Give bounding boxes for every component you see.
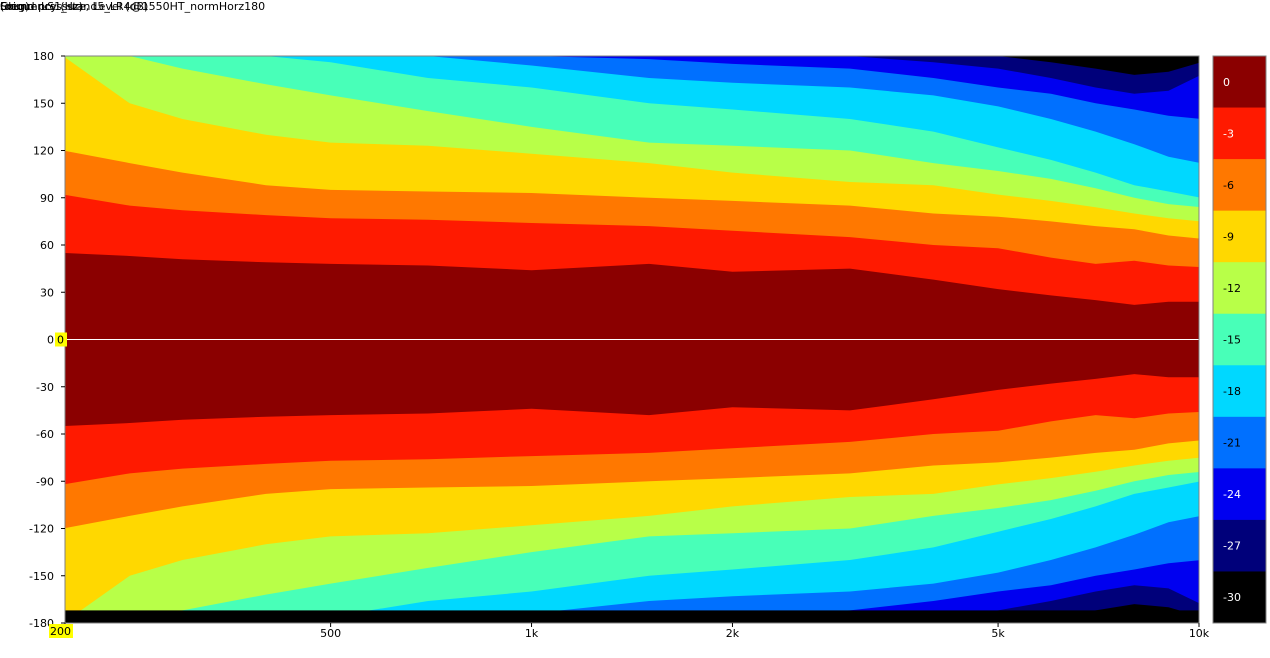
x-cursor-marker	[49, 624, 73, 638]
colorbar-swatch	[1213, 365, 1266, 418]
y-tick-label: 0	[47, 334, 54, 347]
y-tick-label: 30	[40, 286, 54, 299]
colorbar-swatch	[1213, 107, 1266, 160]
y-cursor-marker	[55, 332, 67, 347]
colorbar-level-label: 0	[1223, 76, 1230, 89]
x-cursor-label: 200	[50, 625, 71, 638]
contour-map	[65, 56, 1199, 623]
colorbar-level-label: -27	[1223, 540, 1241, 553]
colorbar-swatch	[1213, 571, 1266, 624]
colorbar-swatch	[1213, 519, 1266, 572]
colorbar: 0 -3 -6 -9 -12 -15 -18 -21 -24 -27 -30	[1212, 55, 1267, 624]
colorbar-swatch	[1213, 159, 1266, 212]
colorbar-label: Sound pressure, Level (dB)	[0, 0, 149, 13]
chart-title: Grimm LS1_stand5_LR4@1550HT_normHorz180	[0, 0, 266, 13]
y-tick-label: 150	[33, 97, 54, 110]
x-axis-label: Frequency (Hz)	[0, 0, 83, 13]
colorbar-level-label: -21	[1223, 437, 1241, 450]
colorbar-swatch	[1213, 210, 1266, 263]
colorbar-swatch	[1213, 468, 1266, 521]
x-tick-label: 1k	[525, 627, 539, 640]
colorbar-level-label: -9	[1223, 230, 1234, 243]
y-tick-label: 90	[40, 192, 54, 205]
colorbar-level-label: -24	[1223, 488, 1241, 501]
y-tick-label: -180	[29, 617, 54, 630]
y-tick-label: 60	[40, 239, 54, 252]
colorbar-level-label: -6	[1223, 179, 1234, 192]
colorbar-frame	[1212, 55, 1267, 624]
y-tick-label: 120	[33, 145, 54, 158]
y-tick-label: 180	[33, 50, 54, 63]
bottom-edge-band	[65, 610, 1199, 623]
y-cursor-label: 0	[57, 334, 64, 347]
colorbar-swatch	[1213, 262, 1266, 315]
y-tick-label: -30	[36, 381, 54, 394]
y-axis-label: (deg)	[0, 0, 30, 13]
x-tick-label: 5k	[991, 627, 1005, 640]
y-tick-label: -60	[36, 428, 54, 441]
colorbar-level-label: -15	[1223, 334, 1241, 347]
colorbar-level-label: -12	[1223, 282, 1241, 295]
y-tick-label: -120	[29, 523, 54, 536]
colorbar-swatch	[1213, 313, 1266, 366]
y-tick-label: -150	[29, 570, 54, 583]
colorbar-level-label: -3	[1223, 127, 1234, 140]
colorbar-level-label: -30	[1223, 591, 1241, 604]
x-tick-label: 2k	[726, 627, 740, 640]
colorbar-swatch	[1213, 416, 1266, 469]
colorbar-swatch	[1213, 56, 1266, 109]
y-tick-label: -90	[36, 475, 54, 488]
x-tick-label: 500	[320, 627, 341, 640]
x-tick-label: 10k	[1189, 627, 1210, 640]
colorbar-level-label: -18	[1223, 385, 1241, 398]
